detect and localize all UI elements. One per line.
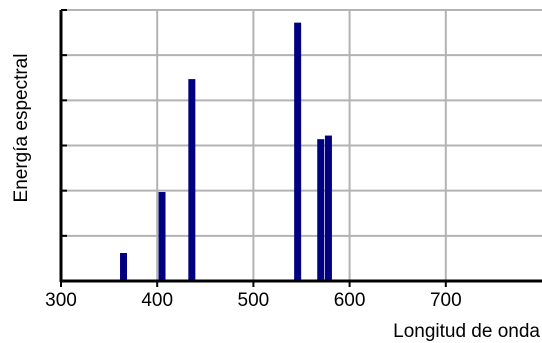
x-axis-title: Longitud de onda xyxy=(393,321,540,342)
grid-lines xyxy=(61,9,542,281)
bar xyxy=(294,22,302,281)
y-axis-title: Energía espectral xyxy=(11,54,32,203)
axes xyxy=(59,9,542,287)
bar xyxy=(188,79,196,281)
x-tick-label: 600 xyxy=(334,290,366,311)
x-tick-label: 300 xyxy=(45,290,77,311)
x-tick-labels: 300 400 500 600 700 xyxy=(45,290,462,311)
x-tick-label: 400 xyxy=(141,290,173,311)
bar xyxy=(324,135,332,281)
x-tick-label: 700 xyxy=(430,290,462,311)
bar xyxy=(317,139,325,281)
x-tick-label: 500 xyxy=(238,290,270,311)
bars xyxy=(120,22,332,281)
bar xyxy=(120,252,128,281)
bar xyxy=(158,192,166,281)
